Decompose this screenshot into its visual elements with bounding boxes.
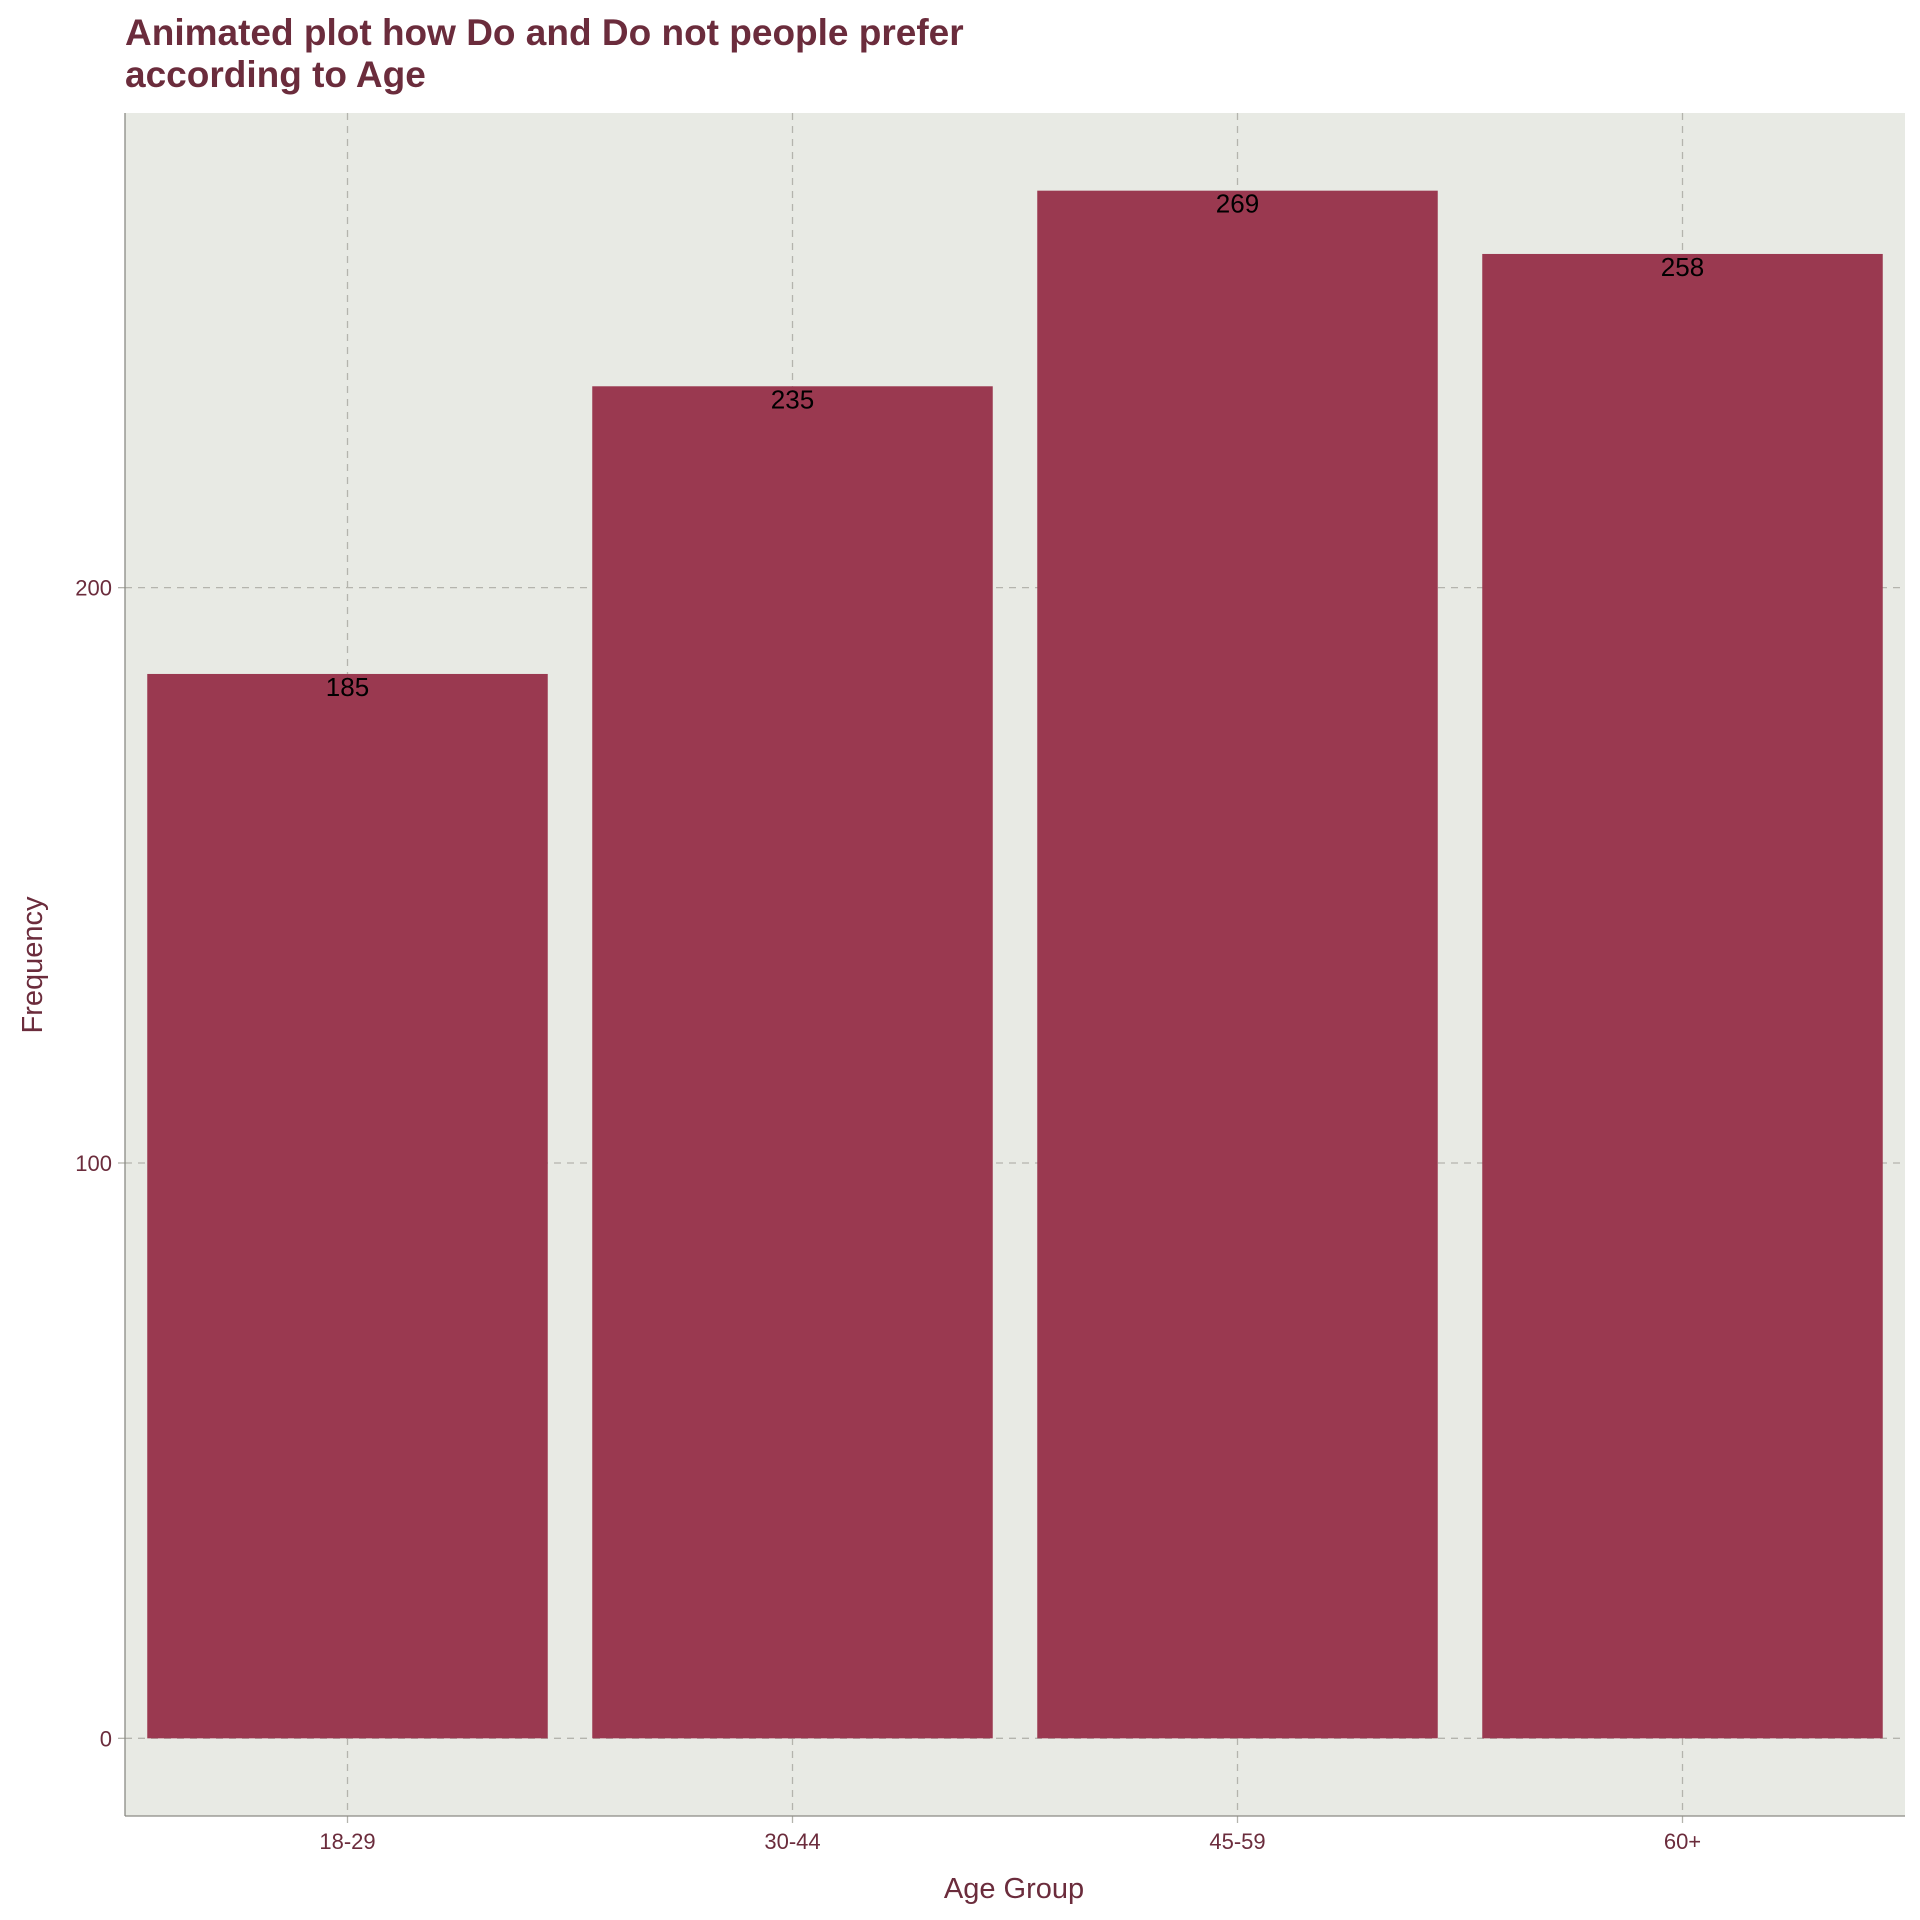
chart-title-line-2: according to Age xyxy=(125,54,426,95)
x-tick-label: 30-44 xyxy=(764,1829,820,1854)
y-tick-label: 0 xyxy=(100,1726,112,1751)
y-tick-label: 200 xyxy=(75,576,112,601)
y-axis-title: Frequency xyxy=(17,896,49,1034)
x-tick-label: 60+ xyxy=(1664,1829,1701,1854)
x-tick-label: 18-29 xyxy=(319,1829,375,1854)
bar-60+ xyxy=(1482,253,1883,1739)
bar-value-label: 269 xyxy=(1216,189,1259,219)
bar-30-44 xyxy=(592,386,993,1739)
bar-value-label: 235 xyxy=(771,384,814,414)
bar-value-label: 258 xyxy=(1661,252,1704,282)
x-tick-label: 45-59 xyxy=(1209,1829,1265,1854)
bar-value-label: 185 xyxy=(326,672,369,702)
bars xyxy=(147,190,1883,1739)
axes: 0 100 200 18-29 30-44 45-59 60+ xyxy=(75,113,1905,1854)
x-axis-title: Age Group xyxy=(944,1873,1084,1905)
bar-18-29 xyxy=(147,673,548,1739)
data-labels: 185 235 269 258 xyxy=(326,189,1704,702)
y-tick-label: 100 xyxy=(75,1151,112,1176)
bar-45-59 xyxy=(1037,190,1438,1739)
chart-title-line-1: Animated plot how Do and Do not people p… xyxy=(125,12,964,53)
